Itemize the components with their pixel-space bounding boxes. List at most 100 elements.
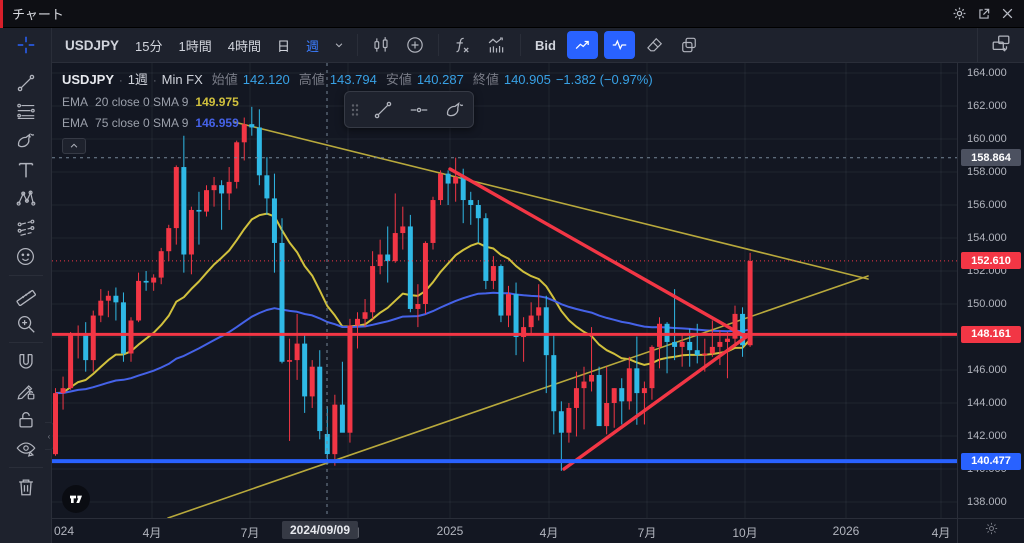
ema75-value: 146.959: [195, 116, 239, 130]
price-tick: 154.000: [967, 232, 1007, 244]
close-label: 終値: [472, 72, 499, 87]
legend-source: Min FX: [161, 72, 203, 87]
interval-chevron-down-icon[interactable]: [328, 32, 350, 59]
time-label: 2026: [832, 524, 860, 538]
price-tick: 162.000: [967, 100, 1007, 112]
bid-button[interactable]: Bid: [528, 32, 563, 59]
time-label: 2025: [436, 524, 464, 538]
price-badge: 152.610: [961, 252, 1021, 270]
drawing-mode-lock-tool[interactable]: [7, 376, 45, 405]
drag-handle-icon[interactable]: [345, 103, 365, 117]
fib-retracement-tool[interactable]: [7, 97, 45, 126]
time-label: 7月: [240, 526, 260, 540]
open-external-icon[interactable]: [977, 7, 991, 21]
ema20-value: 149.975: [195, 95, 239, 109]
toolbar-separator: [520, 34, 521, 56]
indicator-row-ema20[interactable]: EMA 20 close 0 SMA 9 149.975: [62, 95, 239, 109]
sidebar-separator: [8, 275, 43, 276]
time-label: 4月: [142, 526, 162, 540]
trend-line-quick-tool[interactable]: [365, 94, 401, 125]
add-plus-icon[interactable]: [399, 32, 431, 59]
price-tick: 164.000: [967, 67, 1007, 79]
emoji-tool[interactable]: [7, 242, 45, 271]
toolbar-separator: [438, 34, 439, 56]
hide-drawings-eye-tool[interactable]: [7, 434, 45, 463]
brush-quick-tool[interactable]: [437, 94, 473, 125]
price-tick: 142.000: [967, 430, 1007, 442]
line-chart-toggle-active[interactable]: [566, 31, 598, 59]
duplicate-layers-icon[interactable]: [673, 32, 705, 59]
change-value: −1.382 (−0.97%): [555, 72, 653, 87]
window-layout-icon[interactable]: [990, 32, 1012, 59]
low-value: 140.287: [416, 72, 464, 87]
axis-settings-corner[interactable]: [957, 518, 1024, 543]
legend-collapse-button[interactable]: [62, 138, 86, 154]
high-label: 高値: [298, 72, 325, 87]
time-axis[interactable]: 0244月7月10月20254月7月10月20264月2024/09/09: [52, 518, 957, 543]
toolbar-right: [977, 27, 1018, 63]
projection-tool[interactable]: [7, 213, 45, 242]
price-badge: 158.864: [961, 149, 1021, 167]
open-value: 142.120: [242, 72, 290, 87]
price-tick: 156.000: [967, 199, 1007, 211]
time-label: 10月: [732, 526, 758, 540]
window-title: チャート: [12, 7, 64, 22]
legend-interval: 1週: [127, 72, 148, 87]
eraser-icon[interactable]: [639, 32, 671, 59]
open-label: 始値: [211, 72, 238, 87]
magnet-tool[interactable]: [7, 347, 45, 376]
oscillator-toggle-active[interactable]: [603, 31, 635, 59]
indicators-fx-icon[interactable]: [446, 32, 478, 59]
trend-line-tool[interactable]: [7, 68, 45, 97]
text-tool[interactable]: [7, 155, 45, 184]
price-badge: 140.477: [961, 452, 1021, 470]
interval-1w-active[interactable]: 週: [299, 32, 326, 59]
indicator-row-ema75[interactable]: EMA 75 close 0 SMA 9 146.959: [62, 116, 239, 130]
price-axis[interactable]: 164.000 162.000 160.000 158.000 156.000 154.0…: [957, 63, 1024, 518]
time-label: 4月: [539, 526, 559, 540]
lock-all-tool[interactable]: [7, 405, 45, 434]
low-label: 安値: [385, 72, 412, 87]
symbol-button[interactable]: USDJPY: [58, 32, 126, 59]
interval-4h[interactable]: 4時間: [221, 32, 268, 59]
chart-toolbar: USDJPY 15分 1時間 4時間 日 週 Bid: [52, 27, 1024, 63]
toolbar-separator: [357, 34, 358, 56]
high-value: 143.794: [329, 72, 377, 87]
settings-gear-icon[interactable]: [952, 6, 967, 21]
interval-1h[interactable]: 1時間: [172, 32, 219, 59]
brush-tool[interactable]: [7, 126, 45, 155]
close-value: 140.905: [503, 72, 551, 87]
price-tick: 138.000: [967, 496, 1007, 508]
interval-15m[interactable]: 15分: [128, 32, 169, 59]
horizontal-line-quick-tool[interactable]: [401, 94, 437, 125]
time-label: 4月: [931, 526, 951, 540]
candle-style-icon[interactable]: [365, 32, 397, 59]
legend: USDJPY · 1週 · Min FX 始値 142.120 高値 143.794…: [62, 69, 653, 154]
indicators-chart-icon[interactable]: [480, 32, 513, 59]
titlebar-accent: [0, 0, 3, 28]
interval-1d[interactable]: 日: [270, 32, 297, 59]
remove-drawings-trash-tool[interactable]: [7, 472, 45, 501]
price-tick: 158.000: [967, 166, 1007, 178]
axis-gear-icon[interactable]: [984, 521, 999, 541]
drawing-sidebar: [0, 28, 52, 543]
price-tick: 160.000: [967, 133, 1007, 145]
chart-canvas[interactable]: [52, 63, 957, 518]
crosshair-date-badge: 2024/09/09: [281, 521, 359, 539]
crosshair-tool-active[interactable]: [7, 28, 45, 62]
price-tick: 144.000: [967, 397, 1007, 409]
close-icon[interactable]: [1001, 7, 1014, 20]
tradingview-logo[interactable]: [62, 485, 90, 513]
time-label: 024: [54, 524, 75, 538]
legend-symbol[interactable]: USDJPY: [62, 72, 115, 87]
price-tick: 150.000: [967, 298, 1007, 310]
price-tick: 146.000: [967, 364, 1007, 376]
zoom-in-tool[interactable]: [7, 309, 45, 338]
price-badge: 148.161: [961, 325, 1021, 343]
time-label: 7月: [637, 526, 657, 540]
floating-drawing-toolbar: [344, 91, 474, 128]
measure-ruler-tool[interactable]: [7, 280, 45, 309]
chart-pane[interactable]: USDJPY · 1週 · Min FX 始値 142.120 高値 143.794…: [52, 63, 957, 518]
xabcd-pattern-tool[interactable]: [7, 184, 45, 213]
